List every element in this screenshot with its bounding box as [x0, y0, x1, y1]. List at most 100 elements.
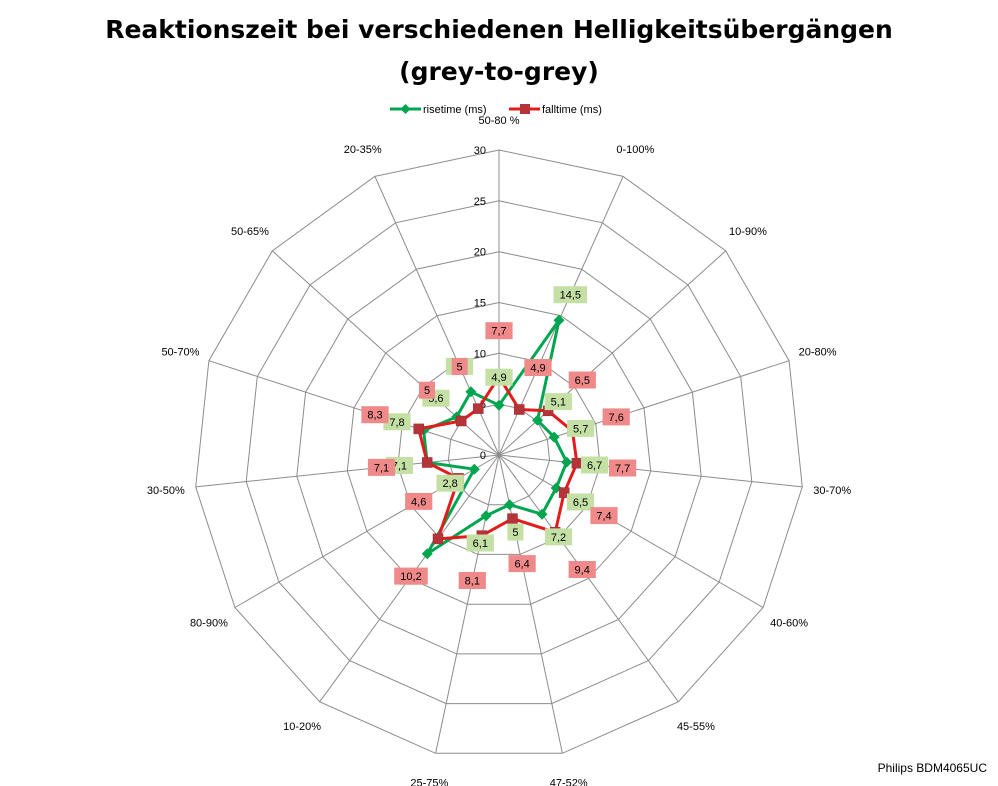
risetime-data-label: 4,9	[485, 368, 513, 386]
data-label-text: 6,5	[575, 375, 590, 387]
chart-title-line2: (grey-to-grey)	[399, 57, 599, 86]
falltime-data-label: 7,7	[485, 322, 513, 340]
data-label-text: 2,8	[442, 478, 457, 490]
radial-tick-label: 25	[474, 196, 486, 208]
radial-tick-label: 0	[480, 450, 486, 462]
legend-falltime-label: falltime (ms)	[542, 104, 602, 116]
falltime-data-label: 4,6	[405, 492, 433, 510]
data-label-text: 7,6	[609, 412, 624, 424]
category-label: 45-55%	[677, 721, 715, 733]
category-label: 50-80 %	[479, 115, 520, 127]
data-label-text: 8,1	[465, 576, 480, 588]
data-label-text: 6,1	[473, 538, 488, 550]
falltime-point	[473, 403, 484, 414]
legend-risetime-marker	[400, 104, 411, 114]
data-label-text: 4,9	[530, 363, 545, 375]
data-label-text: 4,6	[411, 496, 426, 508]
data-label-bg	[436, 474, 464, 492]
data-label-bg	[553, 286, 588, 304]
data-label-text: 5	[512, 527, 518, 539]
credit-text: Philips BDM4065UC	[878, 761, 988, 775]
data-label-bg	[419, 381, 435, 399]
data-label-bg	[451, 358, 468, 375]
data-label-text: 7,7	[615, 463, 630, 475]
risetime-data-label: 6,5	[566, 493, 595, 511]
data-label-text: 5,7	[573, 423, 588, 435]
falltime-data-label: 5	[419, 381, 435, 399]
falltime-data-label: 10,2	[394, 567, 428, 585]
category-label: 20-80%	[799, 347, 837, 359]
data-labels: 4,914,55,15,76,76,57,256,1122,87,17,85,6…	[361, 286, 637, 589]
data-label-bg	[566, 493, 595, 511]
radial-tick-label: 30	[474, 145, 486, 157]
data-label-bg	[544, 528, 573, 546]
grid-ring	[245, 200, 753, 705]
data-label-text: 5	[457, 362, 463, 374]
falltime-point	[507, 513, 518, 524]
data-label-text: 6,5	[573, 497, 588, 509]
category-label: 40-60%	[770, 618, 808, 630]
falltime-data-label: 7,1	[367, 458, 396, 476]
data-label-text: 4,9	[491, 372, 506, 384]
data-label-bg	[405, 492, 433, 510]
risetime-data-label: 7,2	[544, 528, 573, 546]
risetime-data-label: 5	[507, 523, 524, 541]
radial-tick-label: 15	[474, 298, 486, 310]
category-label: 30-50%	[147, 485, 185, 497]
data-label-text: 7,8	[389, 417, 404, 429]
data-label-bg	[567, 419, 595, 437]
chart-title-line1: Reaktionszeit bei verschiedenen Helligke…	[105, 15, 893, 44]
data-label-text: 6,4	[514, 559, 529, 571]
data-label-bg	[458, 572, 486, 589]
data-label-text: 7,7	[491, 326, 506, 338]
data-label-text: 8,3	[367, 410, 382, 422]
data-label-bg	[568, 561, 596, 578]
risetime-point	[561, 456, 573, 468]
falltime-data-label: 7,7	[609, 459, 637, 477]
risetime-data-label: 5,7	[567, 419, 595, 437]
data-label-bg	[544, 393, 572, 411]
series-line-falltime	[417, 375, 579, 541]
grid-spoke	[498, 360, 790, 456]
data-label-bg	[609, 459, 637, 477]
grid-ring	[397, 352, 601, 555]
grid-ring	[346, 301, 652, 605]
grid-spoke	[498, 454, 679, 703]
risetime-point	[504, 499, 516, 511]
data-label-bg	[524, 359, 552, 376]
risetime-point	[480, 510, 492, 522]
falltime-point	[571, 457, 583, 469]
data-label-bg	[394, 567, 428, 585]
grid-spoke	[435, 454, 500, 754]
falltime-point	[413, 423, 424, 435]
radial-tick-label: 20	[474, 247, 486, 259]
risetime-point	[548, 431, 560, 443]
data-label-text: 7,1	[392, 461, 407, 473]
falltime-point	[514, 404, 525, 415]
category-label: 50-70%	[161, 347, 199, 359]
data-label-text: 5,1	[551, 397, 566, 409]
grid-ring	[195, 149, 803, 754]
radial-tick-label: 10	[474, 348, 486, 360]
grid-spoke	[498, 454, 803, 488]
falltime-data-label: 6,4	[508, 555, 536, 573]
data-series	[413, 314, 583, 560]
data-label-bg	[602, 408, 630, 426]
data-label-text: 6,7	[587, 460, 602, 472]
risetime-data-label: 6,7	[581, 456, 609, 474]
falltime-data-label: 8,1	[458, 572, 486, 589]
falltime-data-label: 7,6	[602, 408, 630, 426]
data-label-bg	[367, 458, 396, 476]
risetime-point	[421, 548, 433, 560]
falltime-point	[558, 487, 570, 498]
risetime-data-label: 7,8	[383, 413, 411, 431]
data-label-bg	[590, 507, 618, 525]
risetime-data-label: 6,1	[466, 534, 494, 552]
data-label-bg	[568, 371, 596, 389]
data-label-bg	[466, 534, 494, 552]
category-label: 25-75%	[410, 778, 448, 786]
data-label-text: 10,2	[400, 571, 421, 583]
data-label-text: 7,1	[374, 462, 389, 474]
radial-axis-ticks: 051015202530	[474, 145, 486, 462]
